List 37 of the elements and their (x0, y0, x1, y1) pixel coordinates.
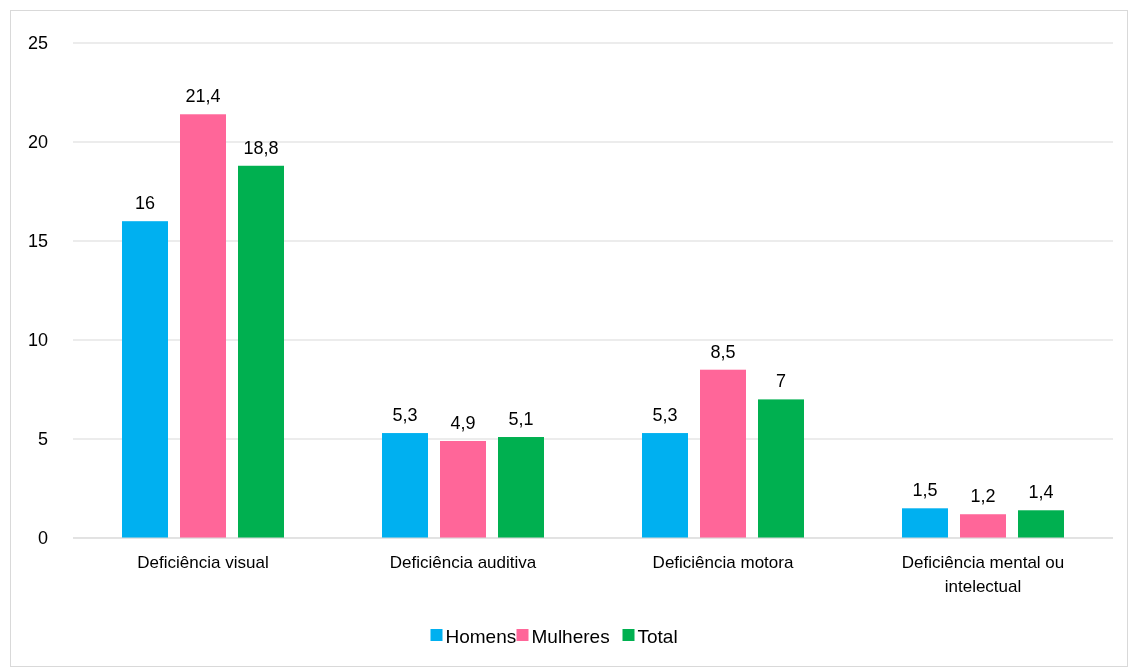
y-tick-label: 15 (27, 231, 48, 252)
x-tick-label: Deficiência mental ou intelectual (901, 553, 1065, 596)
y-tick-label: 5 (37, 429, 48, 450)
bar (122, 221, 168, 538)
y-tick-label: 0 (37, 528, 48, 549)
data-label: 18,8 (243, 137, 279, 158)
y-tick-label: 20 (27, 132, 48, 153)
bar (498, 437, 544, 538)
bar (180, 114, 226, 538)
data-label: 1,5 (912, 480, 938, 501)
data-label: 16 (134, 193, 156, 214)
bar (238, 165, 284, 538)
x-tick-label: Deficiência auditiva (389, 553, 537, 572)
y-tick-label: 10 (27, 330, 48, 351)
bar (960, 514, 1006, 538)
data-label: 21,4 (185, 86, 221, 107)
bar (758, 399, 804, 538)
data-label: 4,9 (450, 412, 476, 433)
x-tick-label: Deficiência motora (652, 553, 794, 572)
data-label: 5,1 (508, 409, 534, 430)
bar (382, 433, 428, 538)
y-tick-label: 25 (27, 33, 48, 54)
data-label: 5,3 (652, 405, 678, 426)
legend-label: Mulheres (531, 625, 610, 647)
legend-label: Total (637, 625, 678, 647)
data-label: 1,4 (1028, 482, 1054, 503)
bar (440, 440, 486, 538)
x-tick-label: Deficiência visual (137, 553, 269, 572)
bar (642, 433, 688, 538)
legend-label: Homens (445, 625, 517, 647)
bar (1018, 510, 1064, 538)
bar (700, 369, 746, 538)
data-label: 8,5 (710, 341, 736, 362)
data-label: 7 (775, 371, 787, 392)
data-label: 5,3 (392, 405, 418, 426)
bar (902, 508, 948, 538)
data-label: 1,2 (970, 486, 996, 507)
